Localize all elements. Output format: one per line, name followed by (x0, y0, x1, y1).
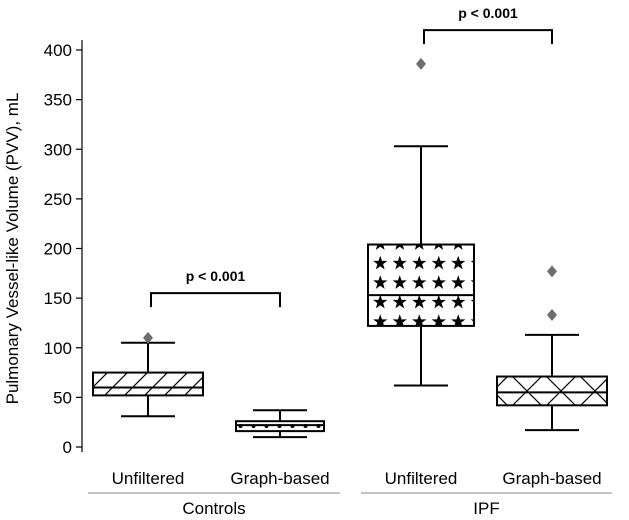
x-group-label: Controls (182, 499, 245, 518)
box-controls-graph-based (235, 409, 325, 439)
y-tick-label: 50 (53, 388, 72, 407)
box-body (92, 371, 204, 397)
outlier-point (547, 265, 557, 278)
bracket-line (423, 29, 553, 45)
significance-bracket: p < 0.001 (150, 268, 281, 308)
y-tick-label: 200 (44, 240, 72, 259)
y-tick-label: 100 (44, 339, 72, 358)
x-category-label: Graph-based (230, 469, 329, 488)
significance-bracket: p < 0.001 (423, 5, 553, 45)
x-category-label: Unfiltered (112, 469, 185, 488)
boxes (92, 57, 608, 439)
significance-annotations: p < 0.001 p < 0.001 (150, 5, 553, 308)
box-ipf-graph-based (496, 265, 608, 432)
x-category-label: Unfiltered (385, 469, 458, 488)
y-tick-label: 350 (44, 91, 72, 110)
x-category-label: Graph-based (502, 469, 601, 488)
p-value-label: p < 0.001 (186, 268, 246, 284)
outlier-point (416, 57, 426, 70)
y-tick-label: 300 (44, 140, 72, 159)
box-body (367, 243, 475, 327)
y-tick-label: 0 (63, 438, 72, 457)
x-group-label: IPF (473, 499, 499, 518)
outlier-point (143, 331, 153, 344)
y-tick-label: 150 (44, 289, 72, 308)
outlier-point (547, 308, 557, 321)
p-value-label: p < 0.001 (458, 5, 518, 21)
box-ipf-unfiltered (367, 57, 475, 387)
y-tick-label: 250 (44, 190, 72, 209)
y-axis-title: Pulmonary Vessel-like Volume (PVV), mL (3, 93, 22, 405)
y-tick-label: 400 (44, 41, 72, 60)
axis-labels: Unfiltered Graph-based Controls Unfiltered G… (3, 93, 612, 518)
bracket-line (150, 292, 281, 308)
box-body (496, 375, 608, 407)
box-controls-unfiltered (92, 331, 204, 418)
